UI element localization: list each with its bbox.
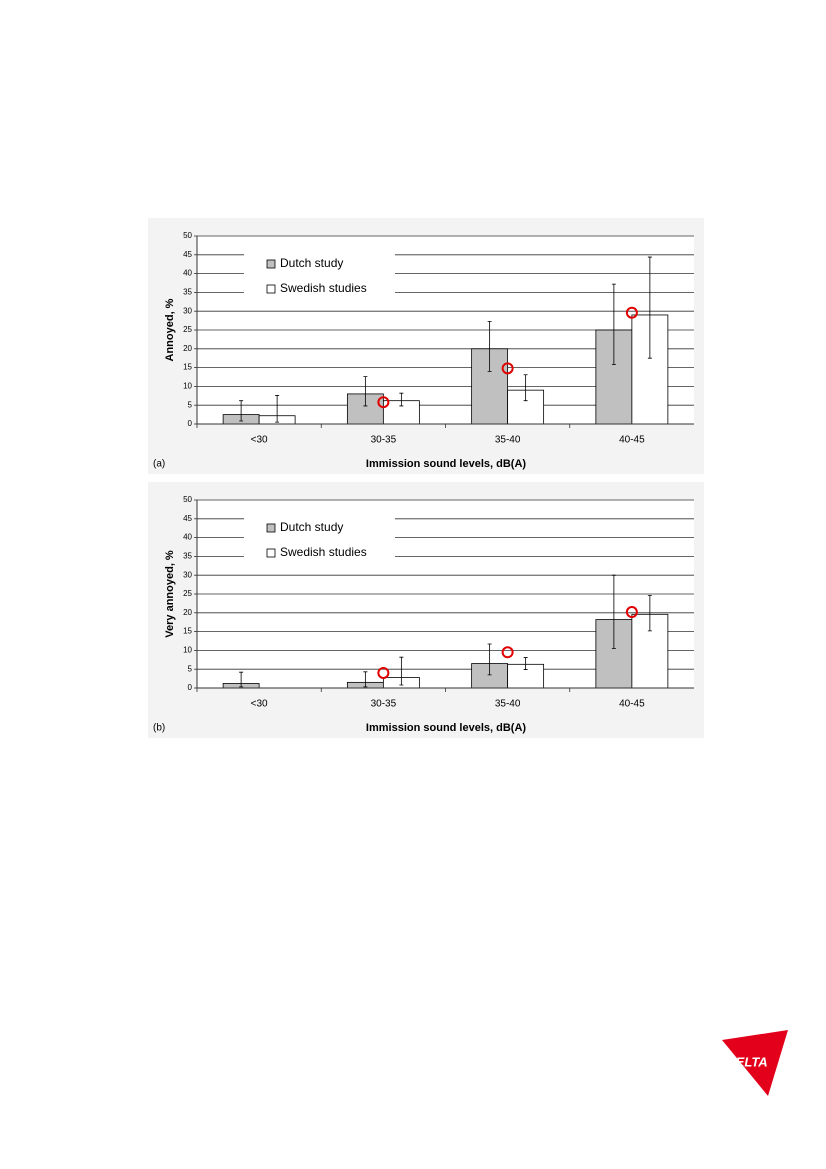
- legend-label: Dutch study: [280, 256, 343, 270]
- legend-label: Swedish studies: [280, 545, 367, 559]
- y-tick-label: 25: [183, 589, 192, 598]
- y-tick-label: 15: [183, 627, 192, 636]
- error-bar: [487, 643, 492, 676]
- x-tick-label: 35-40: [495, 699, 521, 710]
- error-bar: [487, 320, 492, 372]
- y-tick-label: 45: [183, 250, 192, 259]
- logo-text: DELTA: [726, 1054, 767, 1069]
- error-bar: [275, 395, 280, 423]
- error-bar: [647, 256, 652, 359]
- x-tick-label: 40-45: [619, 699, 645, 710]
- y-tick-label: 25: [183, 325, 192, 334]
- chart: 0 5 10 15 20 25 30 35 40 45 50 Dutch study Swedish s…: [148, 218, 704, 474]
- error-bar: [523, 374, 528, 402]
- y-tick-label: 10: [183, 646, 192, 655]
- x-tick-label: <30: [251, 435, 268, 446]
- legend-swatch: [266, 548, 276, 558]
- x-axis-title: Immission sound levels, dB(A): [366, 722, 526, 734]
- x-tick-label: 30-35: [371, 435, 397, 446]
- marker: [501, 362, 514, 375]
- y-tick-label: 10: [183, 382, 192, 391]
- y-tick-label: 50: [183, 495, 192, 504]
- x-axis-title: Immission sound levels, dB(A): [366, 458, 526, 470]
- x-tick-label: <30: [251, 699, 268, 710]
- marker: [625, 306, 638, 319]
- error-bar: [363, 671, 368, 688]
- marker: [377, 396, 390, 409]
- error-bar: [239, 400, 244, 422]
- marker: [377, 666, 390, 679]
- y-tick-label: 0: [188, 419, 193, 428]
- y-tick-label: 45: [183, 514, 192, 523]
- y-tick-label: 50: [183, 231, 192, 240]
- legend-swatch: [266, 284, 276, 294]
- y-tick-label: 0: [188, 683, 193, 692]
- error-bar: [647, 595, 652, 632]
- y-tick-label: 20: [183, 608, 192, 617]
- error-bar: [611, 574, 616, 649]
- x-tick-label: 40-45: [619, 435, 645, 446]
- panel-label: (a): [153, 459, 165, 470]
- y-tick-label: 20: [183, 344, 192, 353]
- error-bar: [399, 656, 404, 686]
- x-tick-label: 35-40: [495, 435, 521, 446]
- y-tick-label: 40: [183, 269, 192, 278]
- y-tick-label: 30: [183, 306, 192, 315]
- y-tick-label: 40: [183, 533, 192, 542]
- error-bar: [239, 671, 244, 688]
- marker: [625, 606, 638, 619]
- error-bar: [611, 283, 616, 365]
- error-bar: [523, 657, 528, 670]
- legend-label: Swedish studies: [280, 281, 367, 295]
- chart: 0 5 10 15 20 25 30 35 40 45 50 Dutch study Swedish s…: [148, 482, 704, 738]
- legend-swatch: [266, 259, 276, 269]
- y-tick-label: 5: [188, 664, 193, 673]
- y-tick-label: 30: [183, 570, 192, 579]
- legend-label: Dutch study: [280, 520, 343, 534]
- logo-shape: [722, 1030, 788, 1096]
- panel-label: (b): [153, 723, 165, 734]
- error-bar: [399, 392, 404, 407]
- logo: DELTA: [722, 1030, 788, 1096]
- marker: [501, 646, 514, 659]
- error-bar: [363, 376, 368, 407]
- y-tick-label: 15: [183, 363, 192, 372]
- y-tick-label: 35: [183, 288, 192, 297]
- y-axis-title: Annoyed, %: [164, 298, 176, 361]
- y-tick-label: 35: [183, 552, 192, 561]
- y-tick-label: 5: [188, 400, 193, 409]
- y-axis-title: Very annoyed, %: [164, 550, 176, 638]
- x-tick-label: 30-35: [371, 699, 397, 710]
- legend-swatch: [266, 523, 276, 533]
